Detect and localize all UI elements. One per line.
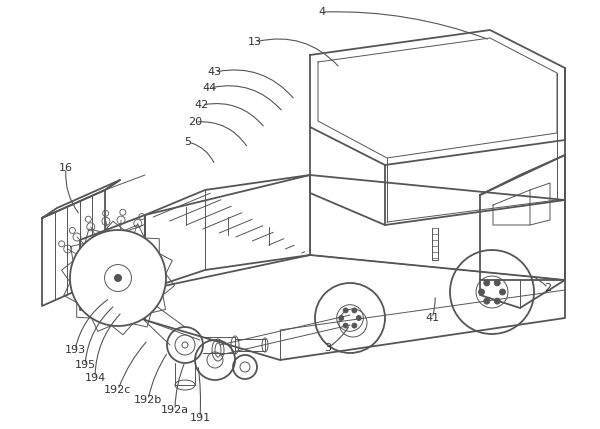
Text: 191: 191 [190, 413, 211, 423]
Text: 43: 43 [208, 67, 222, 77]
Circle shape [352, 308, 357, 313]
Text: 42: 42 [195, 100, 209, 110]
Text: 4: 4 [319, 7, 326, 17]
Circle shape [499, 289, 505, 295]
Text: 2: 2 [544, 283, 551, 293]
Circle shape [343, 323, 348, 328]
Circle shape [343, 308, 348, 313]
Text: 193: 193 [64, 345, 86, 355]
Text: 192b: 192b [134, 395, 162, 405]
Circle shape [484, 280, 490, 286]
Circle shape [352, 323, 357, 328]
Circle shape [339, 315, 344, 320]
Text: 44: 44 [203, 83, 217, 93]
Circle shape [494, 280, 500, 286]
Circle shape [484, 298, 490, 304]
Circle shape [479, 289, 485, 295]
Text: 20: 20 [188, 117, 202, 127]
Text: 195: 195 [74, 360, 95, 370]
Text: 5: 5 [185, 137, 191, 147]
Circle shape [115, 275, 121, 281]
Circle shape [356, 315, 361, 320]
Circle shape [70, 230, 166, 326]
Circle shape [494, 298, 500, 304]
Text: 192a: 192a [161, 405, 189, 415]
Text: 16: 16 [59, 163, 73, 173]
Text: 3: 3 [325, 343, 331, 353]
Text: 192c: 192c [104, 385, 131, 395]
Text: 41: 41 [425, 313, 439, 323]
Text: 13: 13 [248, 37, 262, 47]
Text: 194: 194 [85, 373, 106, 383]
